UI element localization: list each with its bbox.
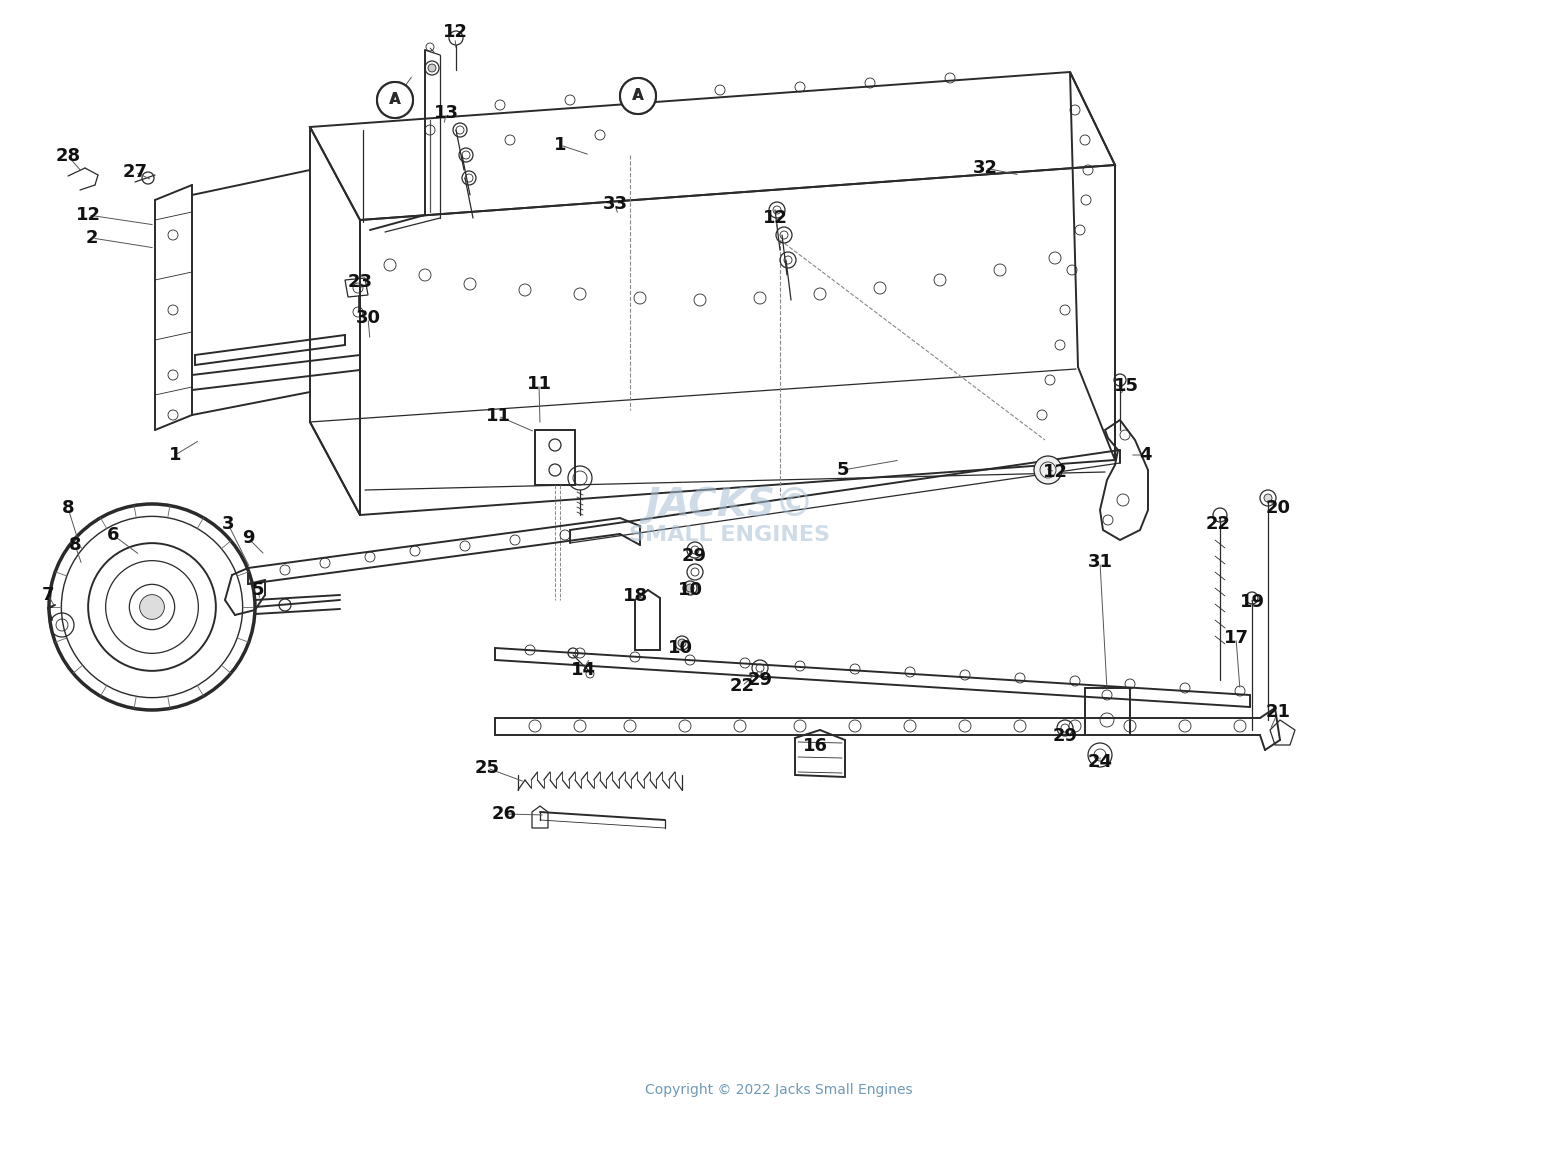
Circle shape (620, 78, 656, 114)
Text: 33: 33 (603, 196, 628, 213)
Text: 4: 4 (1139, 446, 1151, 463)
Circle shape (428, 64, 436, 72)
Text: SMALL ENGINES: SMALL ENGINES (629, 526, 830, 545)
Text: 19: 19 (1240, 593, 1265, 611)
Text: 8: 8 (69, 536, 81, 554)
Text: 1: 1 (553, 136, 566, 154)
Circle shape (678, 639, 686, 647)
Circle shape (620, 78, 656, 114)
Text: 10: 10 (667, 639, 692, 657)
Text: 11: 11 (486, 407, 511, 426)
Text: 23: 23 (347, 273, 372, 291)
Text: 11: 11 (527, 375, 552, 393)
Text: 6: 6 (108, 526, 120, 544)
Text: A: A (390, 92, 400, 107)
Text: A: A (390, 93, 400, 107)
Text: 12: 12 (75, 206, 101, 224)
Text: 13: 13 (433, 104, 458, 122)
Text: 32: 32 (972, 159, 997, 177)
Text: 3: 3 (221, 515, 234, 532)
Text: 24: 24 (1087, 753, 1112, 770)
Circle shape (377, 82, 413, 118)
Text: 1: 1 (168, 446, 181, 463)
Text: 22: 22 (1206, 515, 1231, 532)
Text: 10: 10 (678, 581, 703, 599)
Circle shape (377, 82, 413, 118)
Text: 12: 12 (1042, 463, 1067, 481)
Circle shape (1035, 457, 1063, 484)
Text: 30: 30 (355, 309, 380, 327)
Text: 28: 28 (56, 147, 81, 164)
Text: JACKS©: JACKS© (645, 486, 815, 524)
Circle shape (686, 584, 693, 592)
Text: 8: 8 (62, 499, 75, 518)
Text: 2: 2 (86, 229, 98, 247)
Circle shape (140, 595, 164, 620)
Text: A: A (633, 89, 643, 104)
Text: 7: 7 (42, 586, 55, 604)
Text: 5: 5 (252, 581, 265, 599)
Text: 29: 29 (748, 670, 773, 689)
Text: 26: 26 (491, 805, 517, 823)
Text: 27: 27 (123, 163, 148, 181)
Text: Copyright © 2022 Jacks Small Engines: Copyright © 2022 Jacks Small Engines (645, 1083, 913, 1097)
Text: 31: 31 (1087, 553, 1112, 572)
Text: 9: 9 (241, 529, 254, 547)
Text: 29: 29 (681, 547, 706, 565)
Text: A: A (633, 89, 643, 104)
Circle shape (1264, 494, 1271, 503)
Text: 18: 18 (623, 586, 648, 605)
Text: 22: 22 (729, 677, 754, 695)
Text: 15: 15 (1114, 377, 1139, 394)
Text: 14: 14 (570, 661, 595, 678)
Text: 12: 12 (442, 23, 467, 41)
Text: 17: 17 (1223, 629, 1248, 647)
Text: 21: 21 (1265, 703, 1290, 721)
Text: 20: 20 (1265, 499, 1290, 518)
Text: 5: 5 (837, 461, 849, 480)
Text: 29: 29 (1053, 727, 1078, 745)
Text: 12: 12 (762, 209, 787, 227)
Text: 25: 25 (475, 759, 500, 777)
Text: 16: 16 (802, 737, 827, 756)
